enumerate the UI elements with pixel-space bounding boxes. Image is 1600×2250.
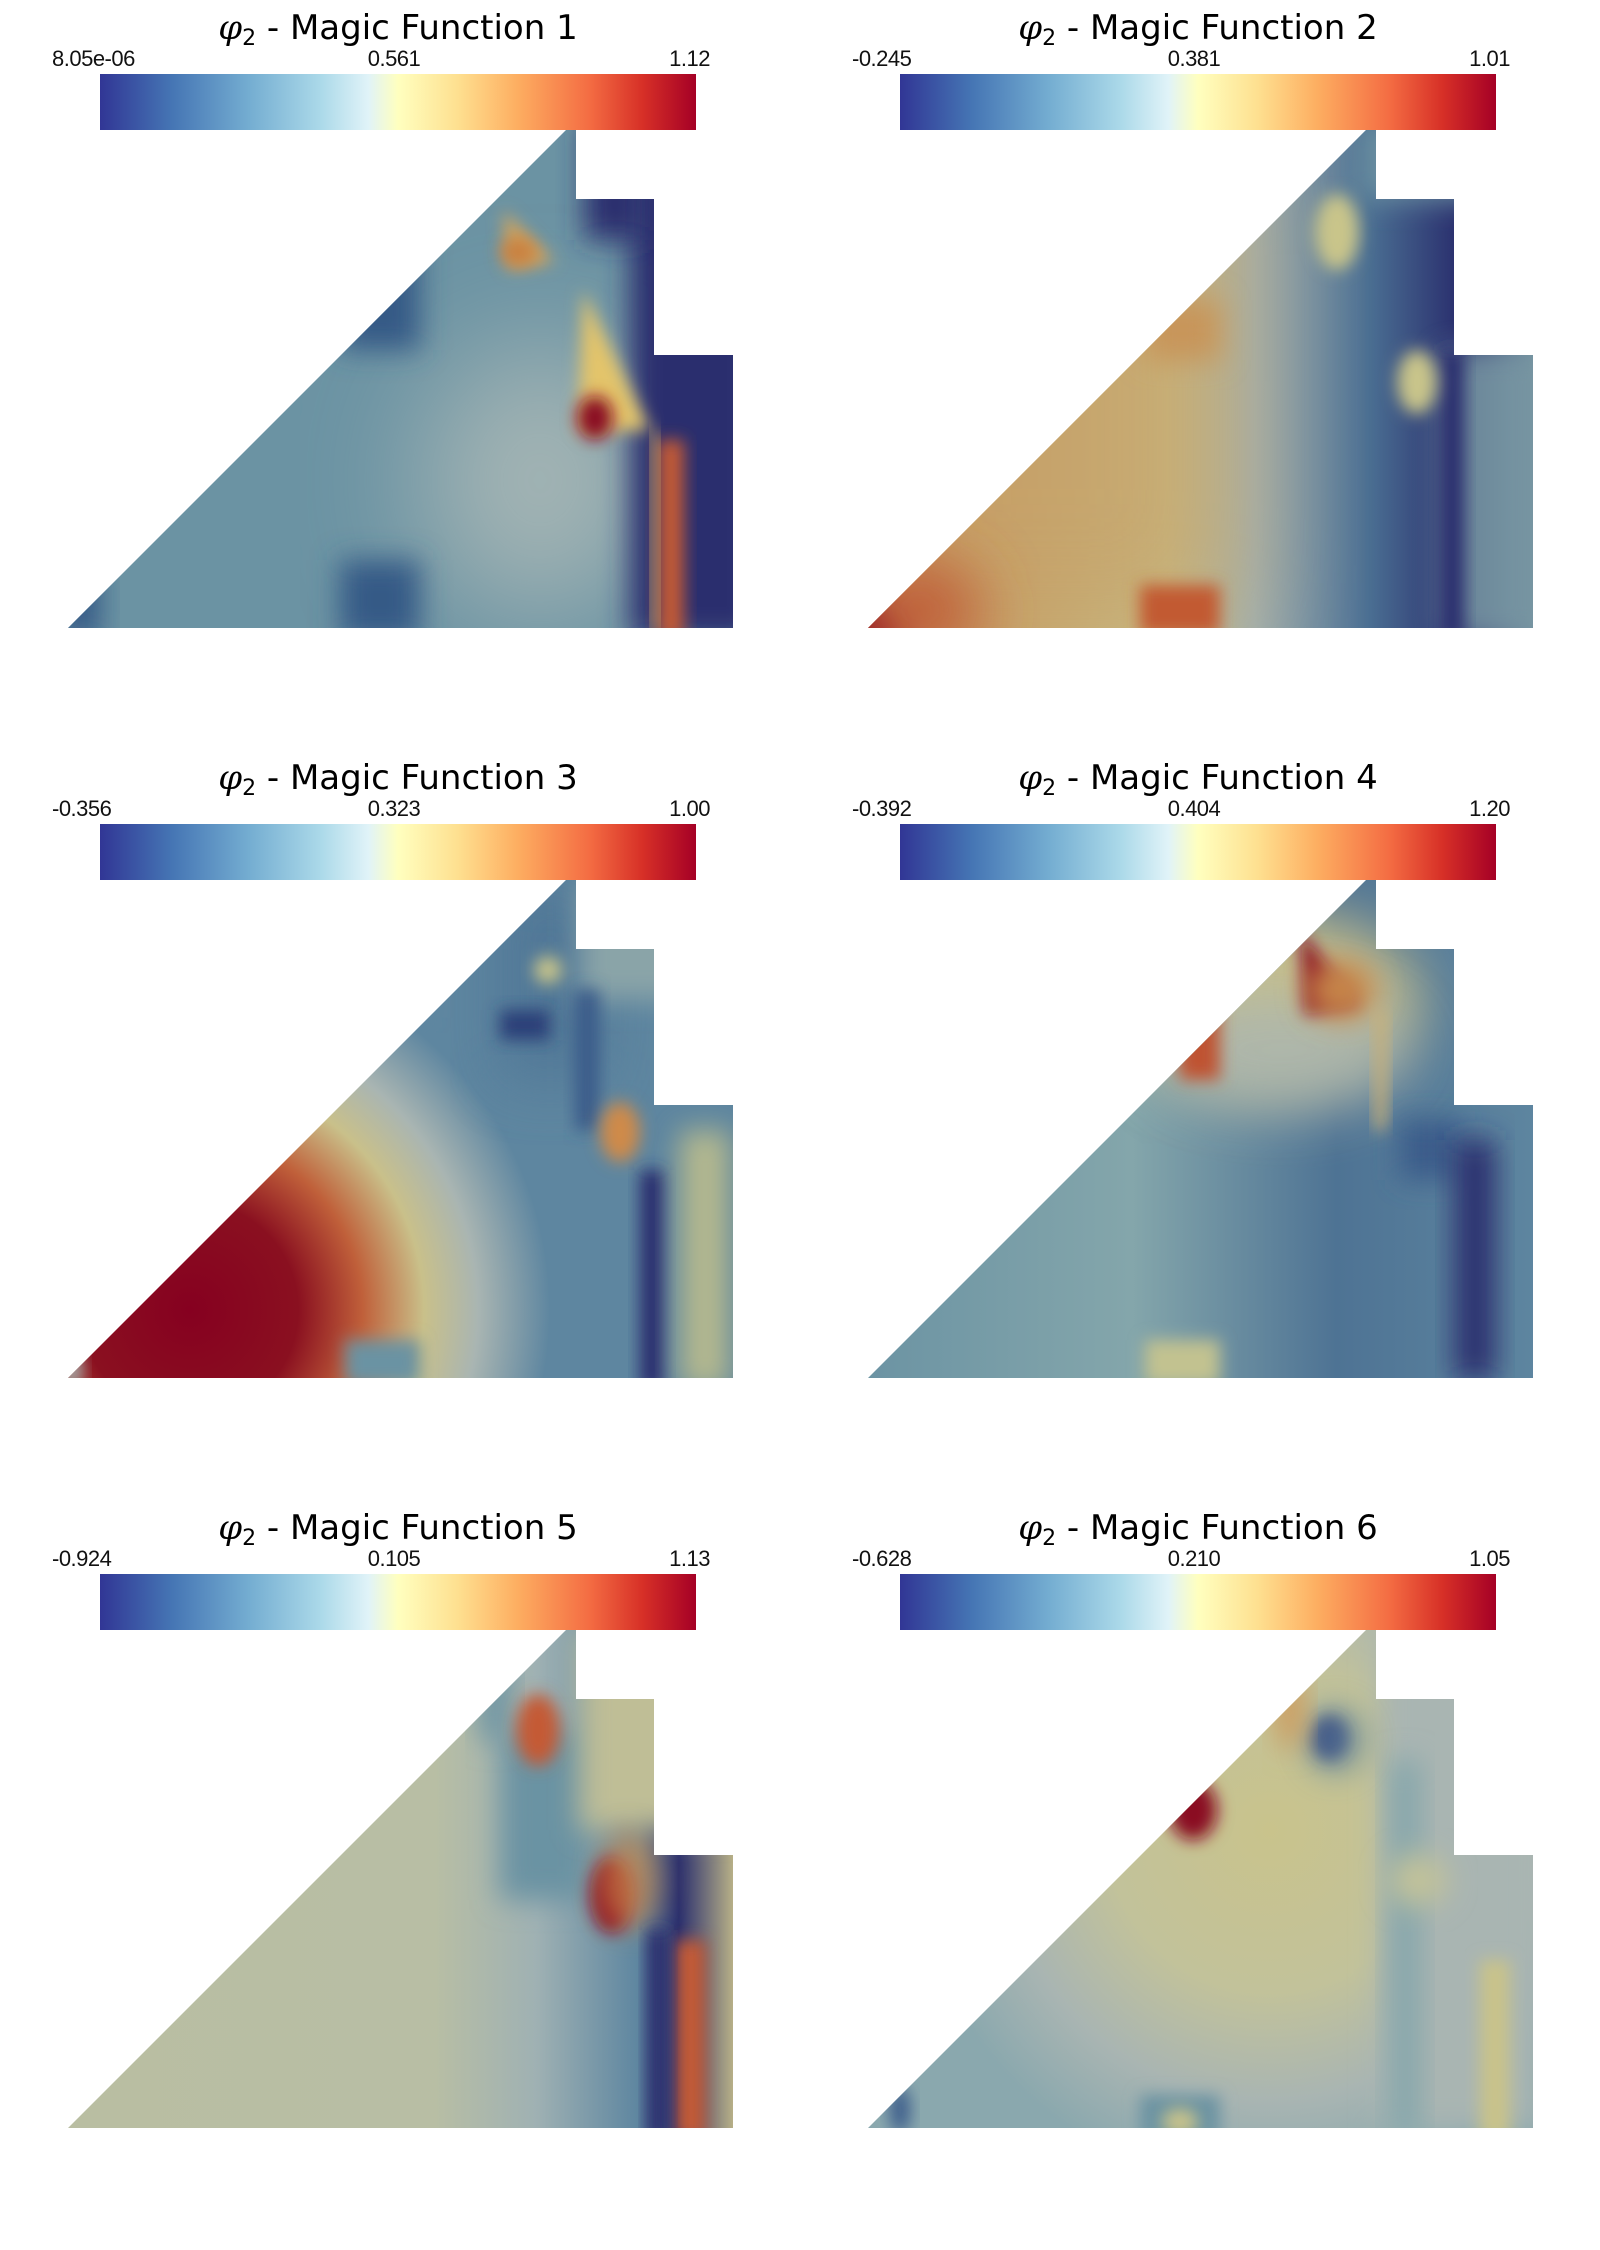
panel-magic-function-6: φ2 - Magic Function 6 -0.628 0.210 1.05 (800, 1500, 1600, 2250)
panel-magic-function-5: φ2 - Magic Function 5 -0.924 0.105 1.13 (0, 1500, 800, 2250)
heatmap-field (868, 1630, 1533, 2128)
heatmap-field (68, 880, 733, 1378)
panel-magic-function-1: φ2 - Magic Function 1 8.05e-06 0.561 1.1… (0, 0, 800, 750)
colorbar-min-label: 8.05e-06 (52, 46, 135, 71)
colorbar-min-label: -0.356 (52, 796, 112, 821)
colorbar-max-label: 1.01 (1469, 46, 1510, 71)
colorbar-max-label: 1.20 (1469, 796, 1510, 821)
colorbar-max-label: 1.12 (669, 46, 710, 71)
colorbar-mid-label: 0.105 (367, 1546, 421, 1571)
colorbar (100, 74, 696, 130)
colorbar (900, 74, 1496, 130)
plot-title: φ2 - Magic Function 1 (218, 8, 578, 51)
heatmap-field (68, 130, 733, 628)
colorbar-min-label: -0.245 (852, 46, 912, 71)
colorbar-mid-label: 0.210 (1167, 1546, 1221, 1571)
panel-magic-function-2: φ2 - Magic Function 2 -0.245 0.381 1.01 (800, 0, 1600, 750)
plot-title: φ2 - Magic Function 3 (218, 758, 578, 801)
colorbar-mid-label: 0.561 (367, 46, 421, 71)
plot-title: φ2 - Magic Function 4 (1018, 758, 1378, 801)
colorbar (900, 1574, 1496, 1630)
colorbar-max-label: 1.13 (669, 1546, 710, 1571)
colorbar (900, 824, 1496, 880)
colorbar-mid-label: 0.381 (1167, 46, 1221, 71)
plot-title: φ2 - Magic Function 5 (218, 1508, 578, 1551)
plot-title: φ2 - Magic Function 2 (1018, 8, 1378, 51)
colorbar (100, 1574, 696, 1630)
colorbar-min-label: -0.628 (852, 1546, 912, 1571)
colorbar-max-label: 1.05 (1469, 1546, 1510, 1571)
colorbar-mid-label: 0.323 (367, 796, 421, 821)
colorbar-min-label: -0.392 (852, 796, 912, 821)
colorbar-min-label: -0.924 (52, 1546, 112, 1571)
colorbar (100, 824, 696, 880)
panel-magic-function-4: φ2 - Magic Function 4 -0.392 0.404 1.20 (800, 750, 1600, 1500)
heatmap-field (68, 1630, 733, 2128)
colorbar-mid-label: 0.404 (1167, 796, 1221, 821)
colorbar-max-label: 1.00 (669, 796, 710, 821)
plot-title: φ2 - Magic Function 6 (1018, 1508, 1378, 1551)
heatmap-field (868, 880, 1533, 1378)
panel-magic-function-3: φ2 - Magic Function 3 -0.356 0.323 1.00 (0, 750, 800, 1500)
heatmap-field (868, 130, 1533, 628)
